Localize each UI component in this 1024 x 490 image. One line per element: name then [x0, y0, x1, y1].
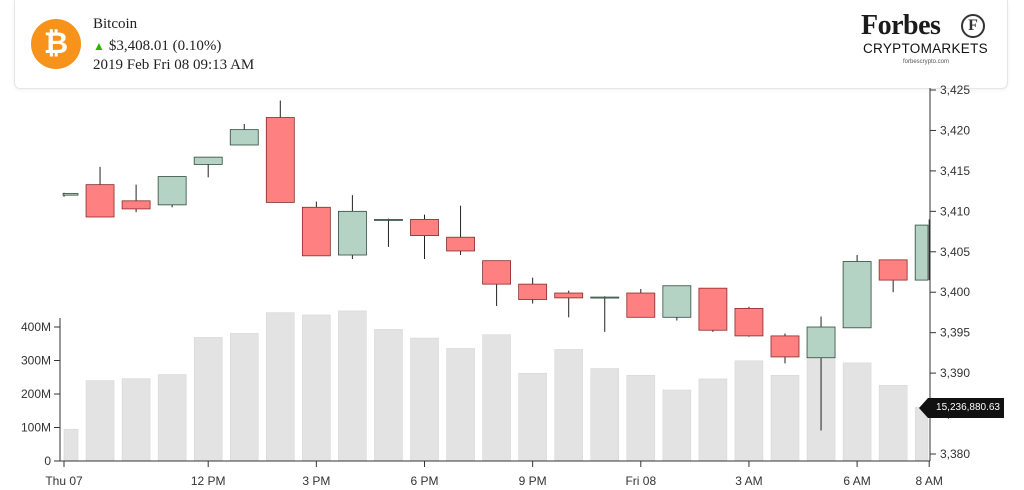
brand-name: Forbes: [861, 10, 941, 41]
candle-down: [518, 283, 548, 300]
volume-bar: [842, 362, 872, 462]
candle-down: [734, 307, 764, 337]
volume-bar: [121, 378, 151, 462]
candle-down: [85, 184, 115, 218]
candle-down: [482, 260, 512, 285]
bitcoin-logo-icon: ₿: [31, 19, 81, 69]
candle-up: [662, 285, 692, 318]
candle-down: [878, 259, 908, 281]
price-tick-label: 3,420: [940, 123, 970, 137]
volume-bar: [554, 349, 583, 462]
price-tick-label: 3,395: [940, 326, 970, 340]
price-tick-label: 3,410: [940, 204, 970, 218]
volume-bar: [193, 337, 223, 462]
volume-bar: [590, 368, 619, 462]
volume-bar: [518, 372, 547, 462]
volume-bar: [302, 314, 331, 462]
x-tick-label: 3 AM: [735, 474, 762, 488]
volume-tick-label: 100M: [21, 421, 51, 435]
current-price: $3,408.01: [108, 38, 169, 54]
volume-tick-label: 400M: [21, 320, 51, 334]
volume-bar: [374, 329, 403, 462]
candle-up: [193, 156, 223, 165]
price-line: ▲ $3,408.01 (0.10%): [93, 38, 221, 55]
candle-up: [374, 219, 403, 221]
price-tick-label: 3,405: [940, 245, 970, 259]
volume-bar: [230, 333, 259, 462]
price-change: (0.10%): [172, 38, 222, 54]
x-tick-label: 6 PM: [410, 474, 438, 488]
volume-bar: [626, 374, 656, 462]
volume-tick-label: 200M: [21, 387, 51, 401]
price-tick-label: 3,380: [940, 447, 970, 461]
candle-up: [842, 261, 872, 329]
axes: Thu 07 12 PM 3 PM 6 PM 9 PM Fri 08 3 AM 6 AM 8 A…: [21, 83, 970, 488]
candle-down: [626, 292, 656, 318]
volume-bar: [63, 428, 79, 462]
volume-bar: [446, 348, 475, 462]
x-tick-label: 6 AM: [843, 474, 870, 488]
price-tick-label: 3,390: [940, 366, 970, 380]
volume-bar: [410, 337, 439, 462]
candle-down: [410, 219, 439, 237]
volume-tooltip: 15,236,880.63: [919, 398, 1004, 418]
price-tick-label: 3,425: [940, 83, 970, 97]
candles: [62, 100, 930, 431]
timestamp: 2019 Feb Fri 08 09:13 AM: [93, 57, 255, 73]
volume-bar: [734, 360, 764, 462]
volume-bar: [266, 312, 295, 462]
candle-up: [914, 224, 929, 281]
candle-down: [121, 200, 151, 210]
volume-bar: [157, 374, 187, 462]
volume-bar: [770, 374, 800, 462]
coin-name: Bitcoin: [93, 16, 138, 32]
x-tick-label: 3 PM: [302, 474, 330, 488]
x-tick-label: Thu 07: [45, 474, 83, 488]
forbes-cryptomarkets-logo[interactable]: Forbes F CRYPTOMARKETS forbescrypto.com: [861, 10, 991, 70]
candle-down: [301, 206, 331, 257]
x-tick-label: 12 PM: [191, 474, 226, 488]
volume-bar: [698, 378, 728, 462]
candle-down: [770, 335, 800, 358]
price-header: ₿ Bitcoin ▲ $3,408.01 (0.10%) 2019 Feb Fr…: [14, 0, 1008, 89]
volume-bar: [85, 380, 115, 462]
brand-subtitle: CRYPTOMARKETS: [863, 41, 988, 56]
brand-url: forbescrypto.com: [903, 59, 950, 65]
x-tick-label: 8 AM: [916, 474, 943, 488]
price-tick-label: 3,400: [940, 285, 970, 299]
candle-down: [446, 236, 475, 252]
candle-down: [698, 287, 728, 331]
volume-bar: [662, 389, 692, 462]
volume-bar: [482, 334, 511, 462]
volume-bars: [63, 310, 929, 462]
candle-up: [229, 129, 259, 146]
candle-up: [157, 176, 187, 206]
bitcoin-symbol: ₿: [43, 27, 69, 60]
candle-up: [337, 210, 367, 256]
price-tick-label: 3,415: [940, 164, 970, 178]
volume-bar: [878, 385, 908, 462]
volume-bar: [338, 310, 367, 462]
volume-tick-label: 0: [44, 454, 51, 468]
x-tick-label: 9 PM: [519, 474, 547, 488]
candle-down: [554, 292, 584, 299]
up-arrow-icon: ▲: [93, 39, 105, 53]
forbes-f-icon: F: [961, 14, 985, 38]
candle-up: [806, 326, 836, 359]
candle-up: [62, 193, 79, 196]
x-tick-label: Fri 08: [625, 474, 656, 488]
candle-up: [590, 296, 620, 299]
volume-tick-label: 300M: [21, 354, 51, 368]
candle-down: [265, 117, 295, 203]
